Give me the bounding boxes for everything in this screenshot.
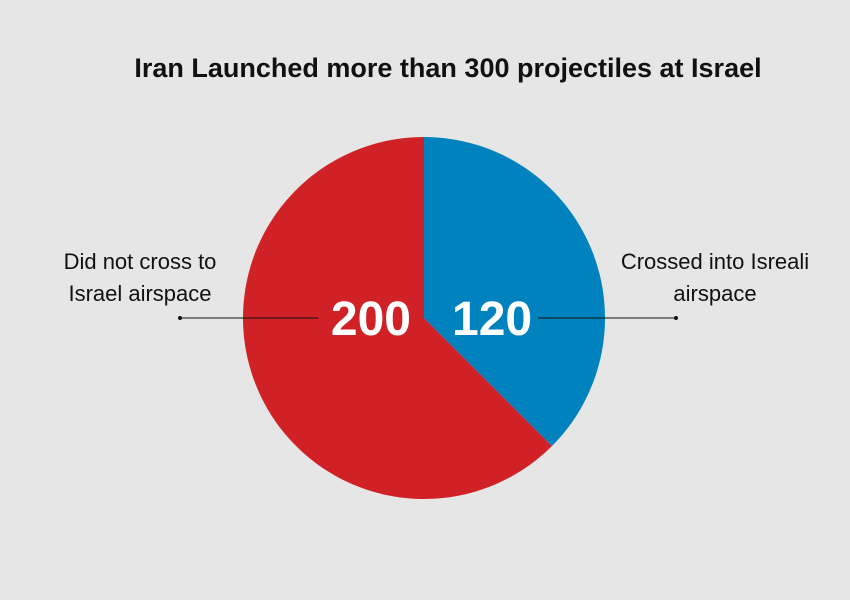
category-label: Did not cross to Israel airspace (63, 249, 217, 306)
value-label: 120 (452, 293, 532, 346)
leader-dot (178, 316, 182, 320)
chart-title: Iran Launched more than 300 projectiles … (134, 53, 761, 83)
pie-slice (424, 137, 605, 446)
value-label: 200 (331, 293, 411, 346)
pie-slice (243, 137, 552, 499)
leader-dot (674, 316, 678, 320)
category-label: Crossed into Isreali airspace (620, 249, 810, 306)
